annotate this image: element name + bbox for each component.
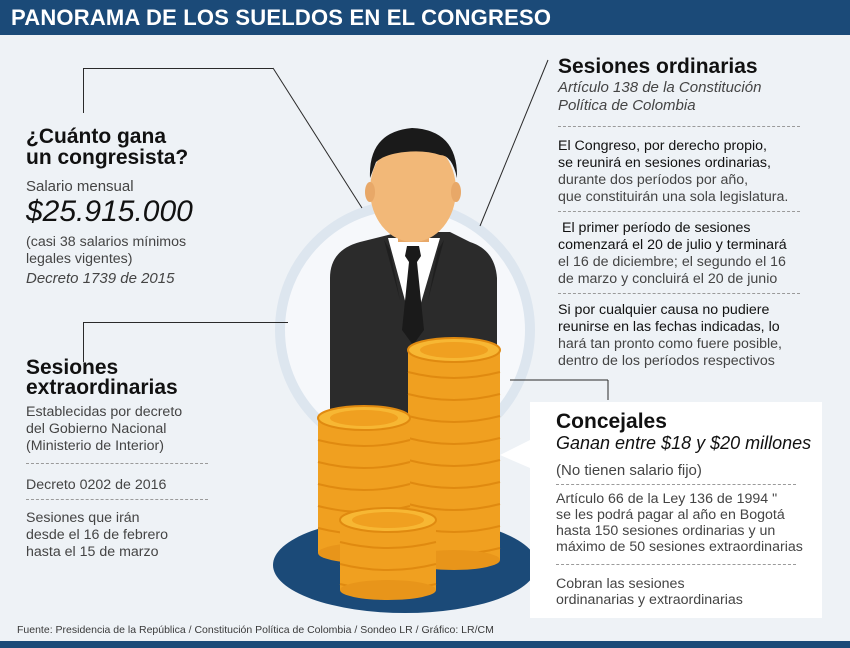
divider (558, 211, 800, 212)
hair-shape (369, 128, 458, 178)
coin-stacks-illustration (317, 337, 501, 600)
extraordinary-established-line2: del Gobierno Nacional (26, 421, 167, 437)
councilors-article-line2: se les podrá pagar al año en Bogotá (556, 507, 785, 523)
salary-heading-line1: ¿Cuánto gana (26, 125, 166, 148)
extraordinary-established-line1: Establecidas por decreto (26, 404, 183, 420)
ordinary-paragraph1-line1: El Congreso, por derecho propio, (558, 138, 767, 154)
connector-line (83, 322, 84, 362)
connector-line (83, 68, 84, 113)
source-footer: Fuente: Presidencia de la República / Co… (17, 624, 494, 636)
ordinary-paragraph3-line1: Si por cualquier causa no pudiere (558, 302, 770, 318)
extraordinary-sessions-line2: desde el 16 de febrero (26, 527, 168, 543)
divider (556, 564, 796, 565)
salary-note-line2: legales vigentes) (26, 251, 133, 267)
salary-note-line1: (casi 38 salarios mínimos (26, 234, 187, 250)
ordinary-paragraph1-line2: se reunirá en sesiones ordinarias, (558, 155, 771, 171)
salary-decree: Decreto 1739 de 2015 (26, 270, 175, 287)
tie-shape (402, 246, 424, 345)
salary-label: Salario mensual (26, 178, 134, 195)
extraordinary-sessions-line1: Sesiones que irán (26, 510, 140, 526)
head-shape (370, 138, 456, 242)
councilors-note: (No tienen salario fijo) (556, 462, 702, 479)
councilors-article-line4: máximo de 50 sesiones extraordinarias (556, 539, 803, 555)
header-bar: PANORAMA DE LOS SUELDOS EN EL CONGRESO (0, 0, 850, 35)
ordinary-paragraph2-line1: El primer período de sesiones (562, 220, 751, 236)
ordinary-subheading-line1: Artículo 138 de la Constitución (558, 79, 762, 96)
bottom-bar (0, 641, 850, 648)
salary-amount: $25.915.000 (26, 195, 193, 228)
divider (556, 484, 796, 485)
extraordinary-established-line3: (Ministerio de Interior) (26, 438, 164, 454)
councilors-charge-line1: Cobran las sesiones (556, 576, 685, 592)
page-title: PANORAMA DE LOS SUELDOS EN EL CONGRESO (11, 5, 552, 30)
ordinary-paragraph2-line4: de marzo y concluirá el 20 de junio (558, 271, 778, 287)
salary-heading-line2: un congresista? (26, 146, 189, 169)
extraordinary-heading-line1: Sesiones (26, 356, 119, 379)
divider (26, 463, 208, 464)
connector-line (83, 322, 288, 323)
ordinary-paragraph3-line4: dentro de los períodos respectivos (558, 353, 775, 369)
councilors-article-line1: Artículo 66 de la Ley 136 de 1994 " (556, 491, 778, 507)
councilors-charge-line2: ordinanarias y extraordinarias (556, 592, 743, 608)
ordinary-paragraph1-line4: que constituirán una sola legislatura. (558, 189, 789, 205)
divider (26, 499, 208, 500)
divider (558, 126, 800, 127)
ordinary-paragraph2-line2: comenzará el 20 de julio y terminará (558, 237, 787, 253)
connector-line (83, 68, 273, 69)
extraordinary-sessions-line3: hasta el 15 de marzo (26, 544, 159, 560)
ordinary-paragraph2-line3: el 16 de diciembre; el segundo el 16 (558, 254, 786, 270)
extraordinary-heading-line2: extraordinarias (26, 376, 178, 399)
councilors-box: Concejales Ganan entre $18 y $20 millone… (530, 402, 822, 618)
ordinary-subheading-line2: Política de Colombia (558, 97, 696, 114)
divider (558, 293, 800, 294)
councilors-heading: Concejales (556, 410, 667, 433)
ordinary-paragraph3-line3: hará tan pronto como fuere posible, (558, 336, 782, 352)
extraordinary-decree: Decreto 0202 de 2016 (26, 477, 167, 493)
councilors-subheading: Ganan entre $18 y $20 millones (556, 433, 812, 453)
councilors-article-line3: hasta 150 sesiones ordinarias y un (556, 523, 776, 539)
ordinary-paragraph3-line2: reunirse en las fechas indicadas, lo (558, 319, 780, 335)
ordinary-paragraph1-line3: durante dos períodos por año, (558, 172, 749, 188)
ordinary-heading: Sesiones ordinarias (558, 55, 758, 78)
